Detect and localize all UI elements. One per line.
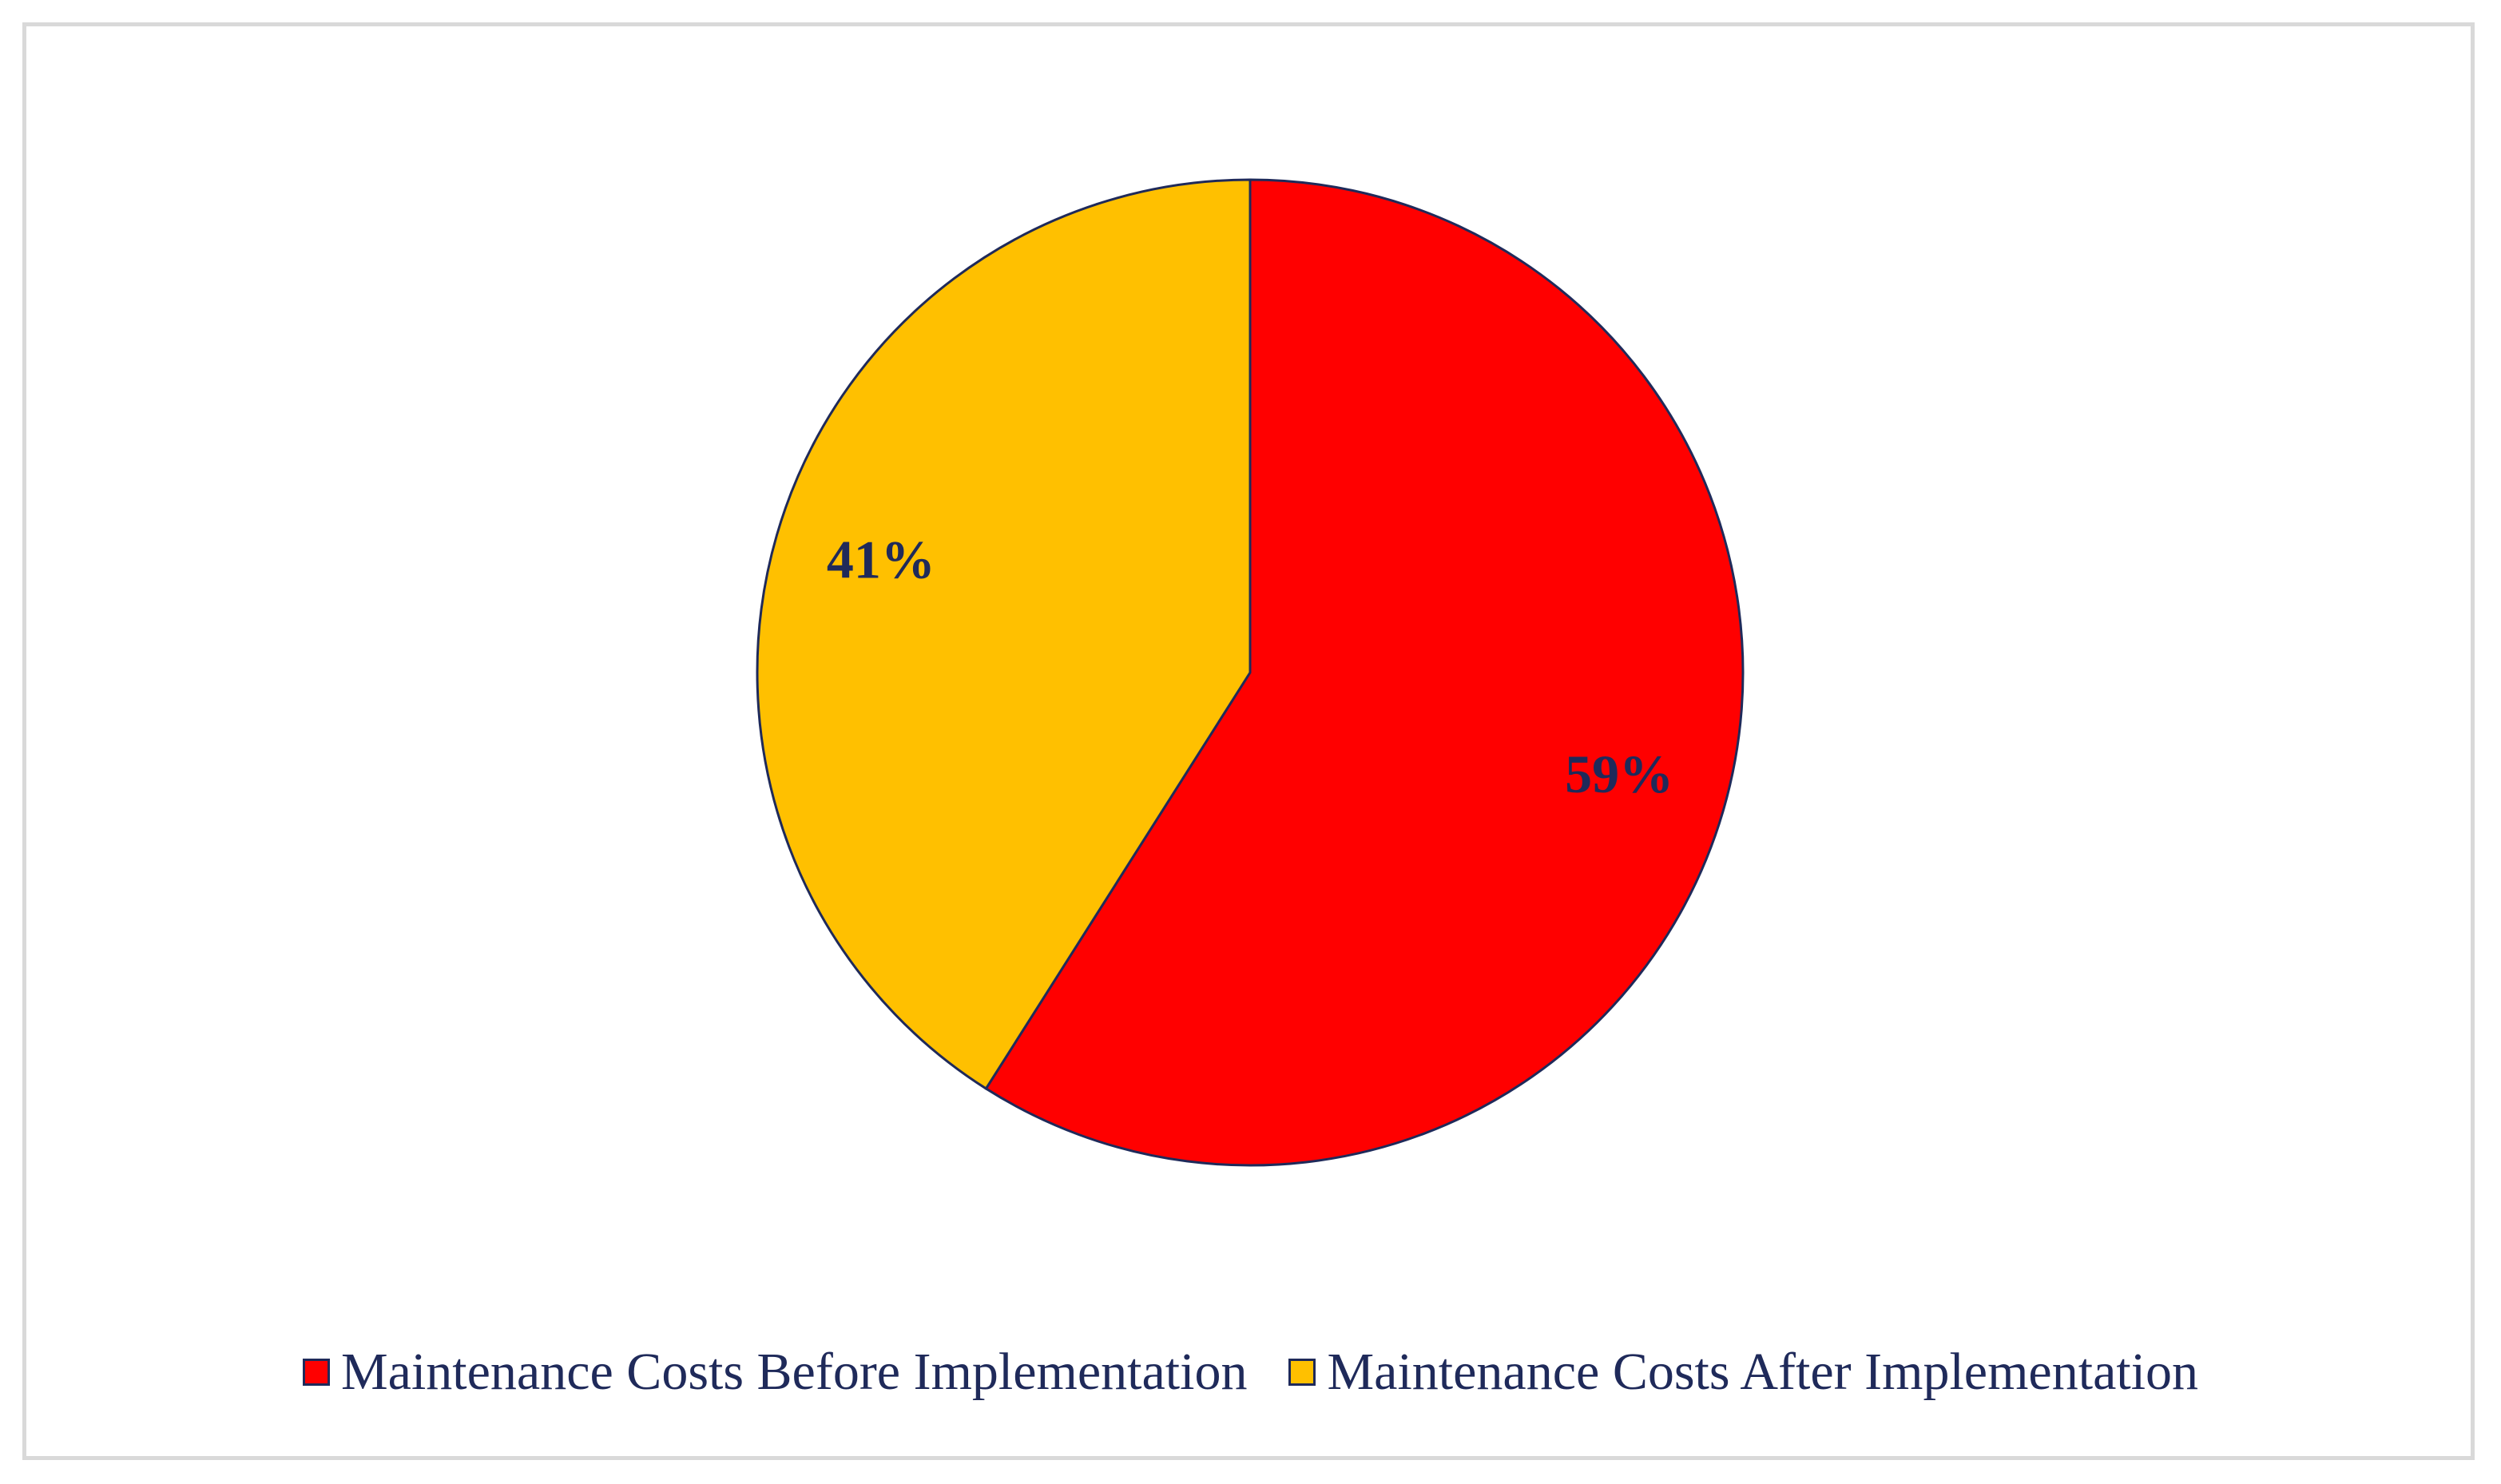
- legend-swatch-after: [1288, 1359, 1316, 1386]
- pie-slice-label-2: 41%: [827, 529, 935, 589]
- pie-slice-label-1: 59%: [1565, 744, 1673, 804]
- legend-label-after: Maintenance Costs After Implementation: [1327, 1343, 2199, 1401]
- legend-label-before: Maintenance Costs Before Implementation: [340, 1343, 1248, 1401]
- legend-item-before: Maintenance Costs Before Implementation: [302, 1342, 1248, 1403]
- legend-item-after: Maintenance Costs After Implementation: [1288, 1342, 2198, 1403]
- legend: Maintenance Costs Before Implementation …: [0, 1332, 2501, 1412]
- pie-slice-2: [756, 178, 1252, 1091]
- pie-slice-1: [984, 178, 1745, 1167]
- legend-swatch-before: [302, 1359, 330, 1386]
